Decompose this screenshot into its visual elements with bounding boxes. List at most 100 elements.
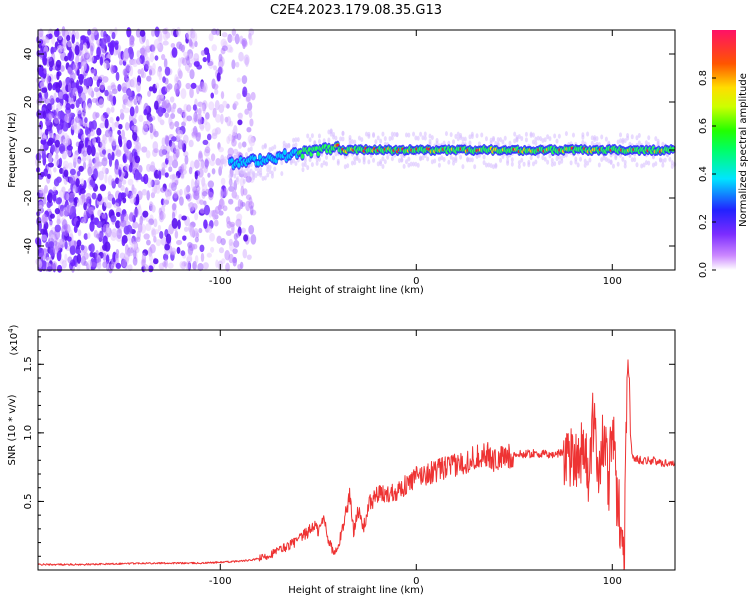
spectrogram-cell (81, 85, 89, 95)
spectrogram-cell (79, 188, 86, 195)
spectrogram-cell (170, 142, 176, 153)
spectrogram-cell (343, 164, 347, 170)
spectrogram-cell (46, 266, 53, 272)
spectrogram-cell (56, 214, 61, 222)
spectrogram-cell (220, 237, 226, 246)
spectrogram-cell (53, 114, 60, 124)
spectrogram-cell (170, 247, 177, 255)
spectrogram-cell (640, 163, 644, 169)
spectrogram-cell (499, 137, 503, 143)
spectrogram-cell (162, 40, 169, 46)
spectrogram-cell (138, 114, 144, 123)
spectrogram-cell (161, 137, 166, 147)
spectrogram-cell (158, 207, 162, 216)
spectrogram-cell (306, 133, 310, 139)
spectrogram-cell (426, 156, 430, 162)
spectrogram-cell (98, 170, 104, 181)
spectrogram-cell (91, 192, 97, 200)
spectrogram-cell (155, 239, 162, 247)
spectrogram-cell (282, 144, 286, 150)
spectrogram-cell (452, 156, 456, 162)
spectrogram-cell (69, 245, 76, 256)
spectrogram-cell (242, 179, 246, 185)
spectrogram-cell (56, 264, 63, 273)
spectrogram-cell (185, 260, 190, 271)
spectrogram-cell (107, 152, 112, 160)
spectrogram-cell (234, 194, 240, 200)
spectrogram-cell (148, 86, 154, 92)
spectrogram-cell (171, 218, 178, 229)
spectrogram-cell (550, 162, 554, 168)
spectrogram-cell (188, 139, 194, 148)
spectrogram-cell (68, 69, 74, 76)
spectrogram-cell (473, 164, 477, 170)
spectrogram-cell (69, 168, 76, 176)
spectrogram-cell (111, 31, 116, 40)
spectrogram-cell (569, 160, 573, 166)
spectrogram-cell (146, 75, 152, 82)
spectrogram-cell (292, 143, 296, 149)
spectrogram-cell (416, 162, 420, 168)
spectrogram-cell (43, 187, 48, 193)
spectrogram-cell (243, 234, 249, 242)
spectrogram-cell (52, 193, 57, 202)
spectrogram-cell (88, 244, 92, 251)
spectrogram-cell (296, 137, 300, 143)
spectrogram-cell (670, 160, 674, 166)
spectrogram-cell (186, 104, 192, 112)
spectrogram-cell (294, 137, 298, 143)
spectrogram-cell (145, 60, 150, 70)
spectrogram-cell (468, 134, 472, 140)
spectrogram-cell (91, 27, 98, 36)
spectrogram-cell (151, 29, 156, 37)
spectrogram-cell (404, 132, 408, 138)
spectrogram-cell (193, 190, 200, 201)
spectrogram-cell (210, 153, 216, 162)
spectrogram-cell (106, 107, 111, 115)
spectrogram-cell (111, 138, 117, 147)
spectrogram-cell (44, 128, 49, 136)
spectrogram-cell (590, 135, 594, 141)
spectrogram-cell (92, 75, 100, 81)
spectrogram-cell (423, 135, 427, 141)
spectrogram-cell (125, 77, 131, 89)
spectrogram-cell (188, 62, 193, 68)
spectrogram-cell (233, 148, 239, 155)
spectrogram-cell (463, 136, 467, 142)
colorbar-tick-label: 0.0 (698, 262, 709, 278)
spectrogram-cell (261, 144, 265, 150)
spectrogram-cell (56, 232, 61, 239)
spectrogram-cell (557, 133, 561, 139)
spectrogram-cell (215, 259, 219, 268)
spectrogram-cell (211, 132, 218, 140)
spectrogram-cell (186, 67, 191, 74)
spectrogram-cell (241, 75, 248, 85)
spectrogram-cell (155, 182, 161, 194)
spectrogram-cell (353, 156, 357, 162)
spectrogram-cell (111, 122, 116, 131)
spectrogram-cell (510, 157, 514, 163)
spectrogram-cell (256, 167, 260, 173)
spectrogram-x-ticks: -100 0 100 (209, 30, 622, 287)
spectrogram-cell (55, 82, 61, 93)
spectrogram-cell (87, 166, 93, 177)
spectrogram-cell (41, 260, 47, 272)
spectrogram-cell (619, 132, 623, 138)
spectrogram-cell (325, 161, 329, 167)
spectrogram-cell (360, 137, 364, 143)
spectrogram-cell (161, 53, 166, 61)
spectrogram-cell (273, 166, 277, 172)
spectrogram-cell (268, 169, 272, 175)
spectrogram-cell (227, 133, 233, 142)
spectrogram-cell (186, 115, 193, 122)
spectrogram-cell (162, 261, 167, 267)
spectrogram-cell (137, 222, 142, 232)
spectrogram-cell (325, 154, 329, 160)
spectrogram-cell (428, 133, 432, 139)
y-tick-label: 1.5 (23, 356, 34, 372)
spectrogram-cell (171, 159, 179, 169)
spectrogram-cell (58, 45, 62, 56)
spectrogram-cell (171, 203, 177, 211)
spectrogram-cell (581, 140, 585, 146)
spectrogram-cell (100, 114, 105, 122)
